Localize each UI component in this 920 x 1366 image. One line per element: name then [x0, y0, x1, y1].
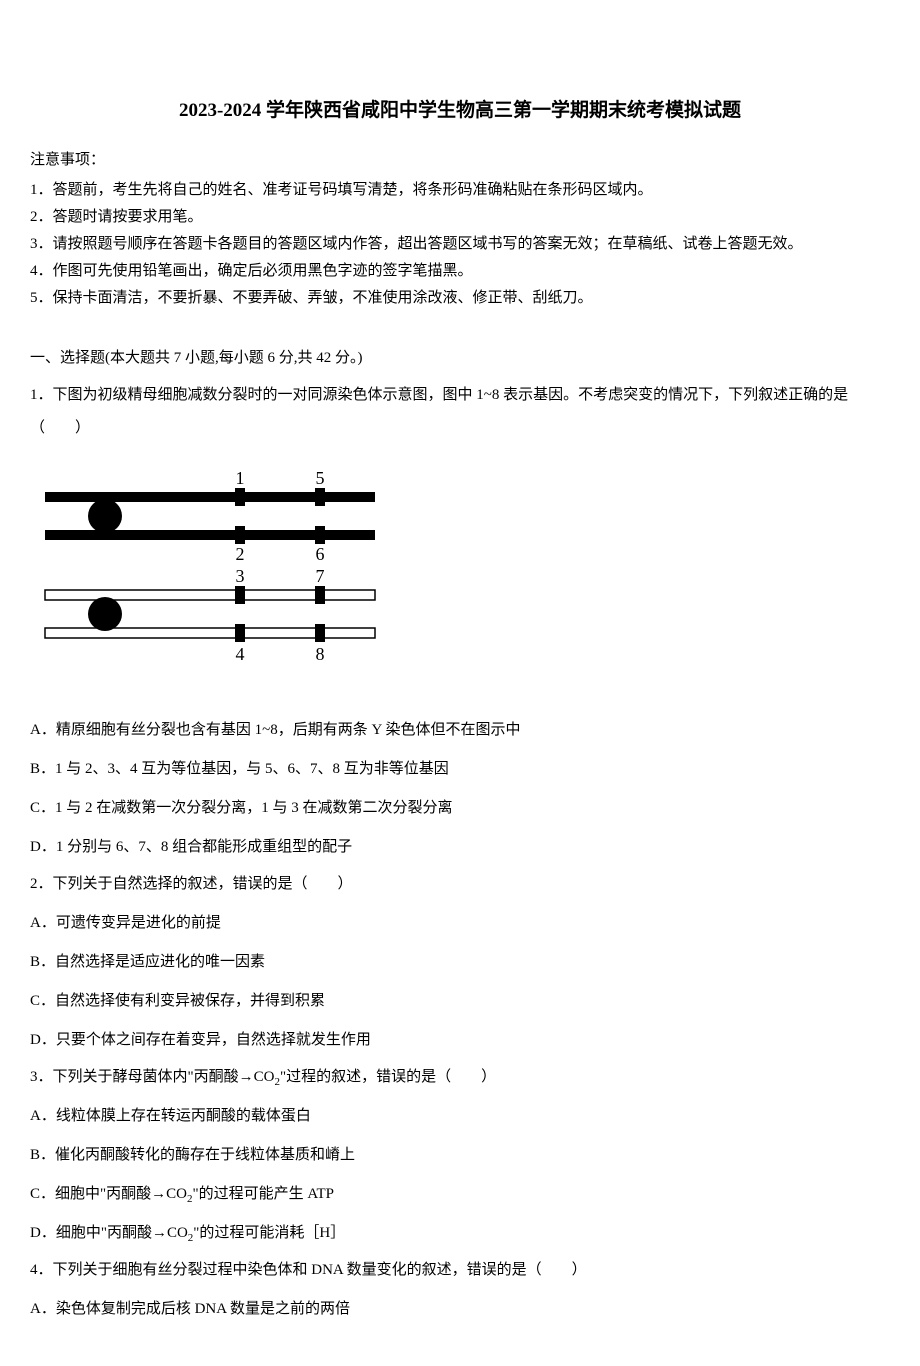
svg-text:4: 4: [236, 644, 245, 664]
notice-item-1: 1．答题前，考生先将自己的姓名、准考证号码填写清楚，将条形码准确粘贴在条形码区域…: [30, 177, 890, 204]
q2-option-d: D．只要个体之间存在着变异，自然选择就发生作用: [30, 1024, 890, 1057]
q3-option-c: C．细胞中"丙酮酸→CO2"的过程可能产生 ATP: [30, 1178, 890, 1211]
q1-option-d: D．1 分别与 6、7、8 组合都能形成重组型的配子: [30, 831, 890, 864]
notice-item-4: 4．作图可先使用铅笔画出，确定后必须用黑色字迹的签字笔描黑。: [30, 258, 890, 285]
q1-option-c: C．1 与 2 在减数第一次分裂分离，1 与 3 在减数第二次分裂分离: [30, 792, 890, 825]
q1-option-a: A．精原细胞有丝分裂也含有基因 1~8，后期有两条 Y 染色体但不在图示中: [30, 714, 890, 747]
q3-option-b: B．催化丙酮酸转化的酶存在于线粒体基质和嵴上: [30, 1139, 890, 1172]
q3-text: 3．下列关于酵母菌体内"丙酮酸→CO2"过程的叙述，错误的是（ ）: [30, 1061, 890, 1094]
notice-item-5: 5．保持卡面清洁，不要折暴、不要弄破、弄皱，不准使用涂改液、修正带、刮纸刀。: [30, 285, 890, 312]
svg-text:3: 3: [236, 566, 245, 586]
q3-option-a: A．线粒体膜上存在转运丙酮酸的载体蛋白: [30, 1100, 890, 1133]
svg-text:5: 5: [316, 468, 325, 488]
section-1-header: 一、选择题(本大题共 7 小题,每小题 6 分,共 42 分。): [30, 342, 890, 375]
svg-text:1: 1: [236, 468, 245, 488]
q2-text: 2．下列关于自然选择的叙述，错误的是（ ）: [30, 868, 890, 901]
q3-option-d: D．细胞中"丙酮酸→CO2"的过程可能消耗［H］: [30, 1217, 890, 1250]
q2-option-b: B．自然选择是适应进化的唯一因素: [30, 946, 890, 979]
q4-text: 4．下列关于细胞有丝分裂过程中染色体和 DNA 数量变化的叙述，错误的是（ ）: [30, 1254, 890, 1287]
exam-title: 2023-2024 学年陕西省咸阳中学生物高三第一学期期末统考模拟试题: [30, 90, 890, 132]
q1-text: 1．下图为初级精母细胞减数分裂时的一对同源染色体示意图，图中 1~8 表示基因。…: [30, 379, 890, 445]
notice-item-2: 2．答题时请按要求用笔。: [30, 204, 890, 231]
chromosome-diagram: 1 5 2 6 3 7 4 8: [30, 455, 390, 685]
q2-option-a: A．可遗传变异是进化的前提: [30, 907, 890, 940]
q1-option-b: B．1 与 2、3、4 互为等位基因，与 5、6、7、8 互为非等位基因: [30, 753, 890, 786]
notice-item-3: 3．请按照题号顺序在答题卡各题目的答题区域内作答，超出答题区域书写的答案无效；在…: [30, 231, 890, 258]
svg-text:2: 2: [236, 544, 245, 564]
q4-option-a: A．染色体复制完成后核 DNA 数量是之前的两倍: [30, 1293, 890, 1326]
svg-text:7: 7: [316, 566, 325, 586]
notice-header: 注意事项：: [30, 144, 890, 177]
svg-text:8: 8: [316, 644, 325, 664]
q2-option-c: C．自然选择使有利变异被保存，并得到积累: [30, 985, 890, 1018]
svg-text:6: 6: [316, 544, 325, 564]
